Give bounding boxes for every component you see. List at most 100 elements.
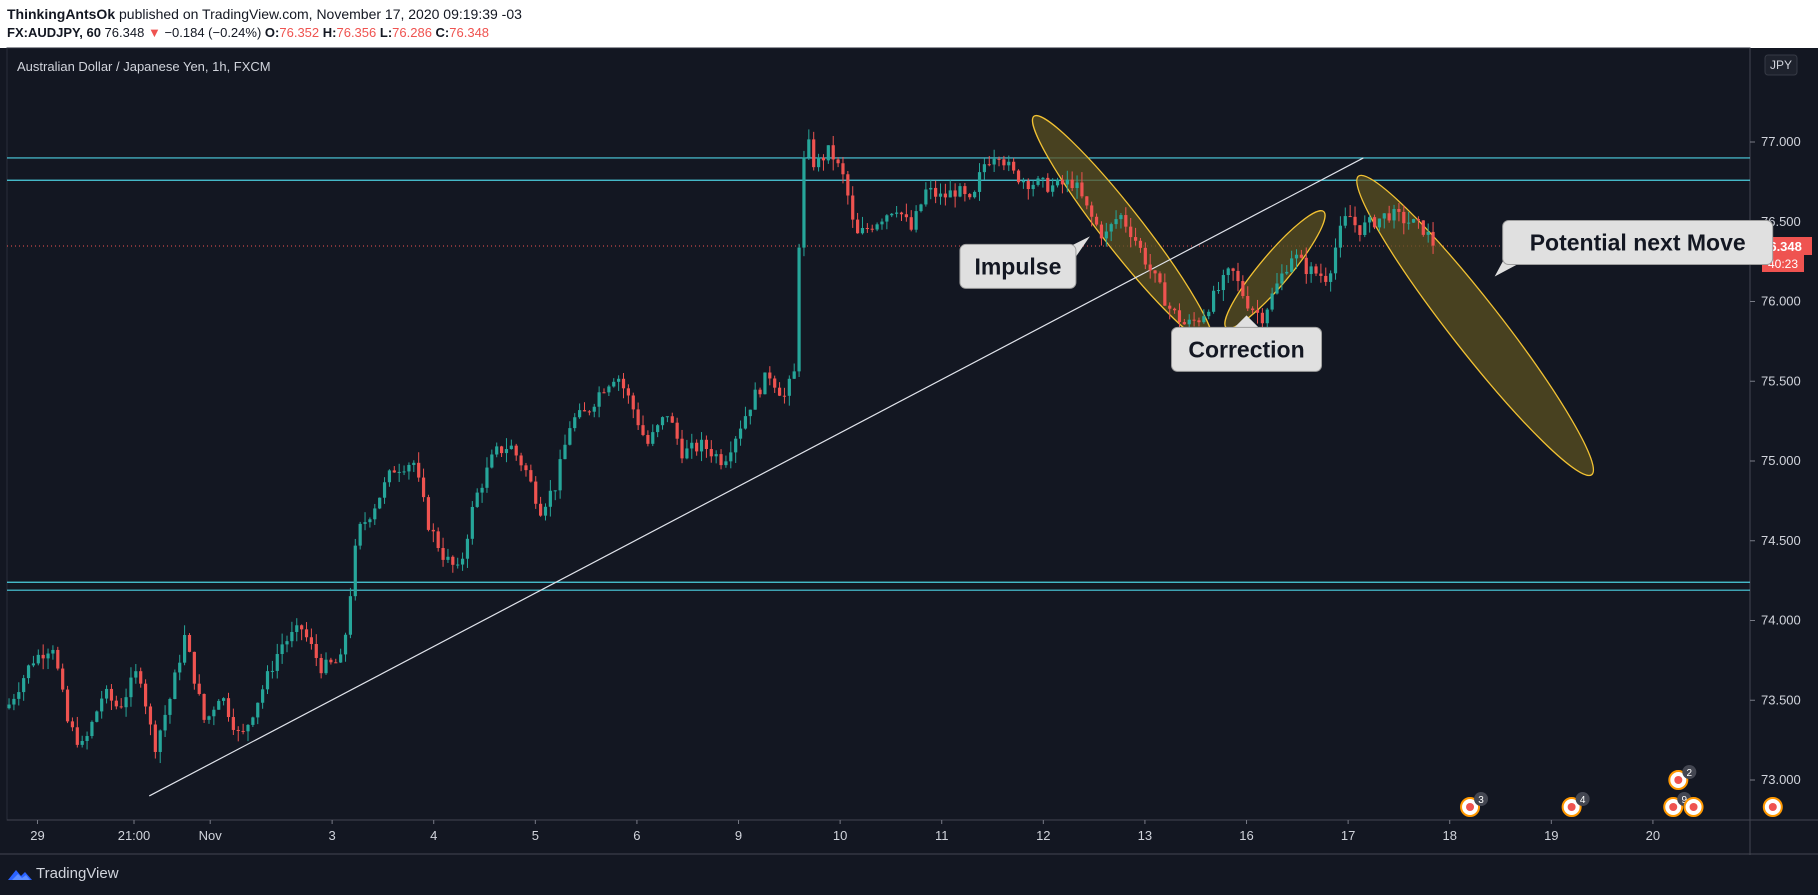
candle-body	[280, 644, 284, 655]
candle-body	[163, 714, 167, 731]
candle-body	[1368, 217, 1372, 223]
candle-body	[787, 378, 791, 396]
candle-body	[85, 736, 89, 741]
candle-body	[1421, 220, 1425, 235]
candle-body	[217, 700, 221, 710]
candle-body	[1075, 182, 1079, 189]
candle-body	[31, 663, 36, 666]
candle-body	[1280, 273, 1284, 284]
economic-event-marker[interactable]	[1683, 797, 1704, 817]
economic-event-marker[interactable]	[1762, 797, 1783, 817]
candle-body	[363, 522, 367, 524]
candle-body	[1275, 283, 1279, 294]
candle-body	[792, 371, 796, 379]
candle-body	[631, 395, 635, 410]
candle-body	[719, 454, 723, 466]
candle-body	[1309, 266, 1313, 275]
price-tick-label: 76.000	[1761, 294, 1801, 309]
candle-body	[1255, 310, 1260, 313]
footer-brand[interactable]: TradingView	[36, 865, 119, 882]
annotations: Impulse Correction Potential next Move	[959, 219, 1774, 372]
callout-text: Correction	[1188, 336, 1304, 362]
candle-body	[1168, 305, 1172, 309]
candle-body	[51, 649, 55, 654]
tradingview-logo-icon	[8, 870, 32, 880]
candle-body	[104, 688, 109, 699]
candle-body	[729, 452, 733, 462]
candle-body	[563, 444, 567, 460]
author-name[interactable]: ThinkingAntsOk	[7, 6, 116, 22]
candle-body	[1104, 231, 1108, 239]
time-tick-label: 16	[1239, 828, 1253, 843]
candle-body	[1163, 282, 1167, 306]
candle-body	[61, 668, 65, 690]
candle-body	[841, 163, 845, 175]
time-tick-label: 9	[735, 828, 742, 843]
candle-body	[187, 634, 192, 652]
candle-body	[1397, 208, 1401, 212]
candle-body	[124, 697, 128, 708]
candle-body	[1246, 295, 1250, 309]
time-tick-label: Nov	[199, 828, 223, 843]
economic-event-marker[interactable]: 2	[1668, 765, 1697, 790]
time-tick-label: 13	[1138, 828, 1152, 843]
candle-body	[636, 409, 640, 426]
callout-text: Impulse	[974, 253, 1061, 279]
candle-body	[1329, 273, 1333, 282]
candle-body	[465, 538, 470, 559]
candle-body	[80, 740, 84, 745]
open-label: O:	[264, 25, 280, 40]
candle-body	[295, 625, 299, 633]
event-count-badge	[1474, 792, 1489, 806]
candle-body	[553, 490, 557, 492]
candle-body	[880, 221, 884, 225]
wave-ellipse	[1031, 114, 1214, 345]
annotation-callout[interactable]: Correction	[1171, 315, 1323, 372]
candle-body	[895, 212, 899, 214]
candle-body	[70, 721, 75, 728]
candle-body	[734, 438, 738, 453]
price-tick-label: 74.000	[1761, 613, 1801, 628]
annotation-callout[interactable]: Impulse	[959, 236, 1090, 289]
candle-body	[407, 464, 411, 472]
time-axis[interactable]: 29 21:00 Nov 3 4 5 6 9 10 11 12 13 16 17 18 19 20	[30, 820, 1660, 843]
callout-box	[959, 243, 1077, 289]
last-price: 76.348	[104, 25, 145, 40]
candle-body	[275, 654, 279, 671]
time-tick-label: 21:00	[118, 828, 151, 843]
candle-body	[958, 186, 962, 197]
footer: TradingView	[0, 855, 1818, 895]
horizontal-levels	[7, 157, 1750, 591]
candle-body	[938, 193, 943, 197]
candle-body	[1094, 216, 1099, 225]
currency-badge[interactable]: JPY	[1764, 54, 1798, 76]
candle-body	[1012, 161, 1016, 171]
candle-body	[290, 632, 294, 642]
annotation-callout[interactable]: Potential next Move	[1494, 219, 1774, 277]
candle-body	[1299, 254, 1303, 258]
candle-body	[1002, 159, 1006, 166]
event-count-label: 9	[1681, 795, 1687, 806]
candle-body	[695, 442, 699, 452]
economic-event-marker[interactable]: 3	[1460, 792, 1489, 817]
candle-body	[860, 227, 865, 234]
candle-body	[270, 670, 274, 672]
callout-box	[1502, 219, 1774, 265]
open-value: 76.352	[279, 25, 320, 40]
candle-body	[685, 448, 689, 459]
candle-body	[987, 164, 991, 166]
candle-body	[651, 432, 655, 444]
candle-body	[90, 721, 94, 737]
candle-body	[1363, 222, 1367, 235]
candle-body	[421, 477, 426, 498]
candle-body	[509, 445, 513, 450]
publish-date: published on TradingView.com, November 1…	[119, 6, 522, 22]
economic-event-marker[interactable]: 4	[1561, 792, 1590, 817]
candle-body	[612, 381, 616, 387]
candle-body	[1212, 290, 1216, 312]
candle-body	[334, 662, 338, 664]
candle-body	[1251, 308, 1255, 311]
candle-body	[1231, 268, 1235, 271]
candle-body	[65, 689, 70, 722]
